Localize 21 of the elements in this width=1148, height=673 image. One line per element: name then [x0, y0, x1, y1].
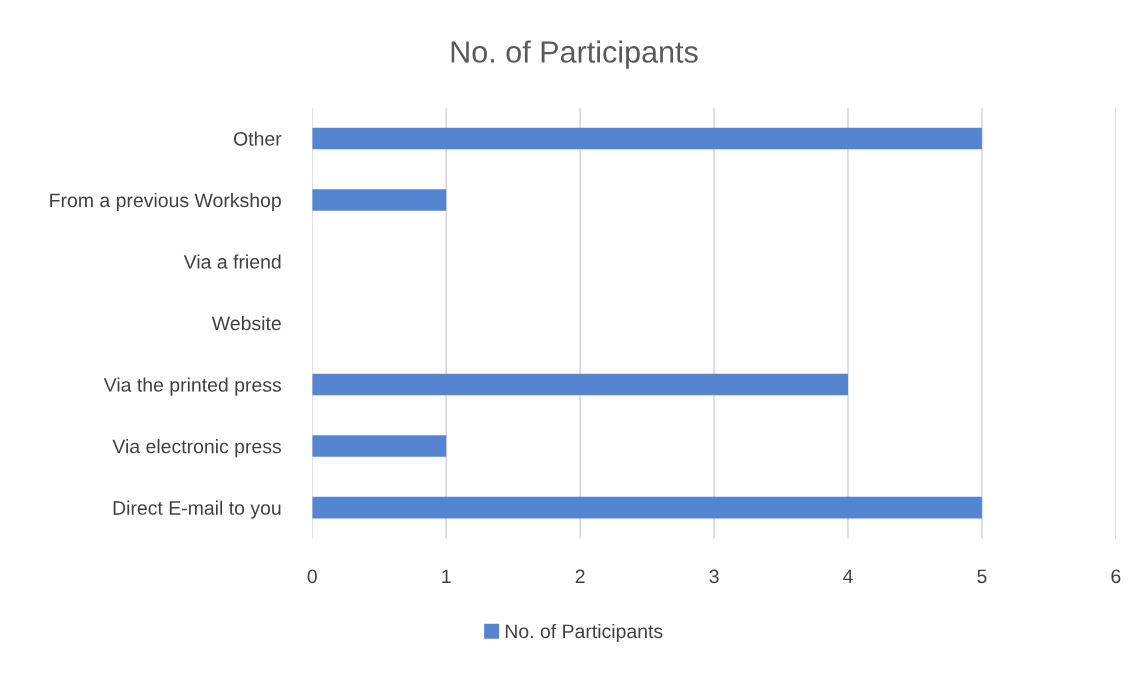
- bar: [312, 189, 447, 211]
- chart-title: No. of Participants: [451, 40, 698, 69]
- y-tick-label: Via a friend: [183, 254, 281, 269]
- y-tick-label: From a previous Workshop: [50, 192, 281, 212]
- x-tick-label: 2: [575, 569, 585, 584]
- legend-label: No. of Participants: [505, 623, 663, 643]
- bar: [312, 496, 982, 519]
- y-tick-label: Via electronic press: [112, 439, 282, 458]
- y-tick-label: Other: [233, 131, 282, 146]
- y-tick-label: Direct E-mail to you: [113, 500, 281, 519]
- x-tick-label: 6: [1111, 569, 1121, 584]
- x-tick-label: 1: [442, 569, 451, 584]
- bar: [312, 435, 447, 457]
- y-tick-label: Website: [211, 315, 281, 331]
- x-tick-label: 5: [977, 569, 987, 584]
- x-tick-label: 3: [709, 569, 719, 584]
- bar: [312, 127, 982, 150]
- x-tick-label: 0: [307, 569, 317, 584]
- x-tick-label: 4: [843, 569, 853, 584]
- bar: [312, 373, 848, 396]
- y-tick-label: Via the printed press: [103, 377, 282, 396]
